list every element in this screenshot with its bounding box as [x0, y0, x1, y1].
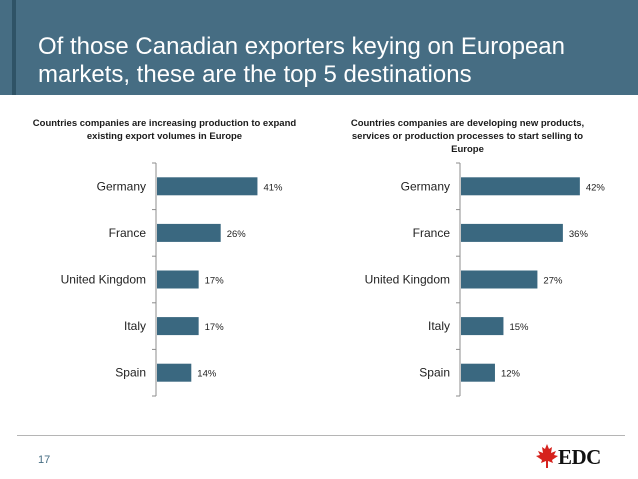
right-value-label: 42% — [586, 182, 606, 193]
left-bar-united-kingdom — [157, 270, 199, 289]
right-value-label: 36% — [569, 229, 589, 240]
left-category-label: France — [109, 226, 147, 240]
title-banner: Of those Canadian exporters keying on Eu… — [0, 0, 638, 95]
right-category-label: France — [413, 226, 451, 240]
right-value-label: 27% — [543, 276, 563, 287]
right-bar-united-kingdom — [461, 270, 538, 289]
left-category-label: Italy — [124, 319, 146, 333]
left-category-label: United Kingdom — [61, 273, 146, 287]
left-value-label: 17% — [205, 276, 225, 287]
footer-divider — [17, 435, 625, 436]
right-category-label: Italy — [428, 319, 450, 333]
left-value-label: 14% — [197, 369, 217, 380]
edc-logo: EDC — [536, 441, 606, 471]
left-value-label: 41% — [263, 182, 283, 193]
right-chart-title: Countries companies are developing new p… — [350, 118, 585, 155]
left-chart-title: Countries companies are increasing produ… — [32, 118, 297, 142]
left-bar-spain — [157, 363, 192, 382]
maple-leaf-icon — [536, 444, 558, 468]
slide-title: Of those Canadian exporters keying on Eu… — [38, 33, 566, 88]
page-number: 17 — [38, 454, 51, 466]
left-bar-italy — [157, 317, 199, 336]
left-category-label: Spain — [115, 366, 146, 380]
left-category-label: Germany — [97, 179, 146, 193]
left-value-label: 26% — [227, 229, 247, 240]
right-bar-spain — [461, 363, 495, 382]
left-bar-germany — [157, 177, 258, 196]
right-value-label: 15% — [509, 322, 529, 333]
right-category-label: Spain — [419, 366, 450, 380]
left-bar-france — [157, 223, 221, 242]
right-category-label: United Kingdom — [365, 273, 450, 287]
right-bar-germany — [461, 177, 580, 196]
right-bar-italy — [461, 317, 504, 336]
right-category-label: Germany — [401, 179, 450, 193]
left-value-label: 17% — [205, 322, 225, 333]
banner-accent-bar — [12, 0, 16, 95]
right-bar-france — [461, 223, 563, 242]
logo-wordmark: EDC — [558, 445, 601, 469]
right-value-label: 12% — [501, 369, 521, 380]
